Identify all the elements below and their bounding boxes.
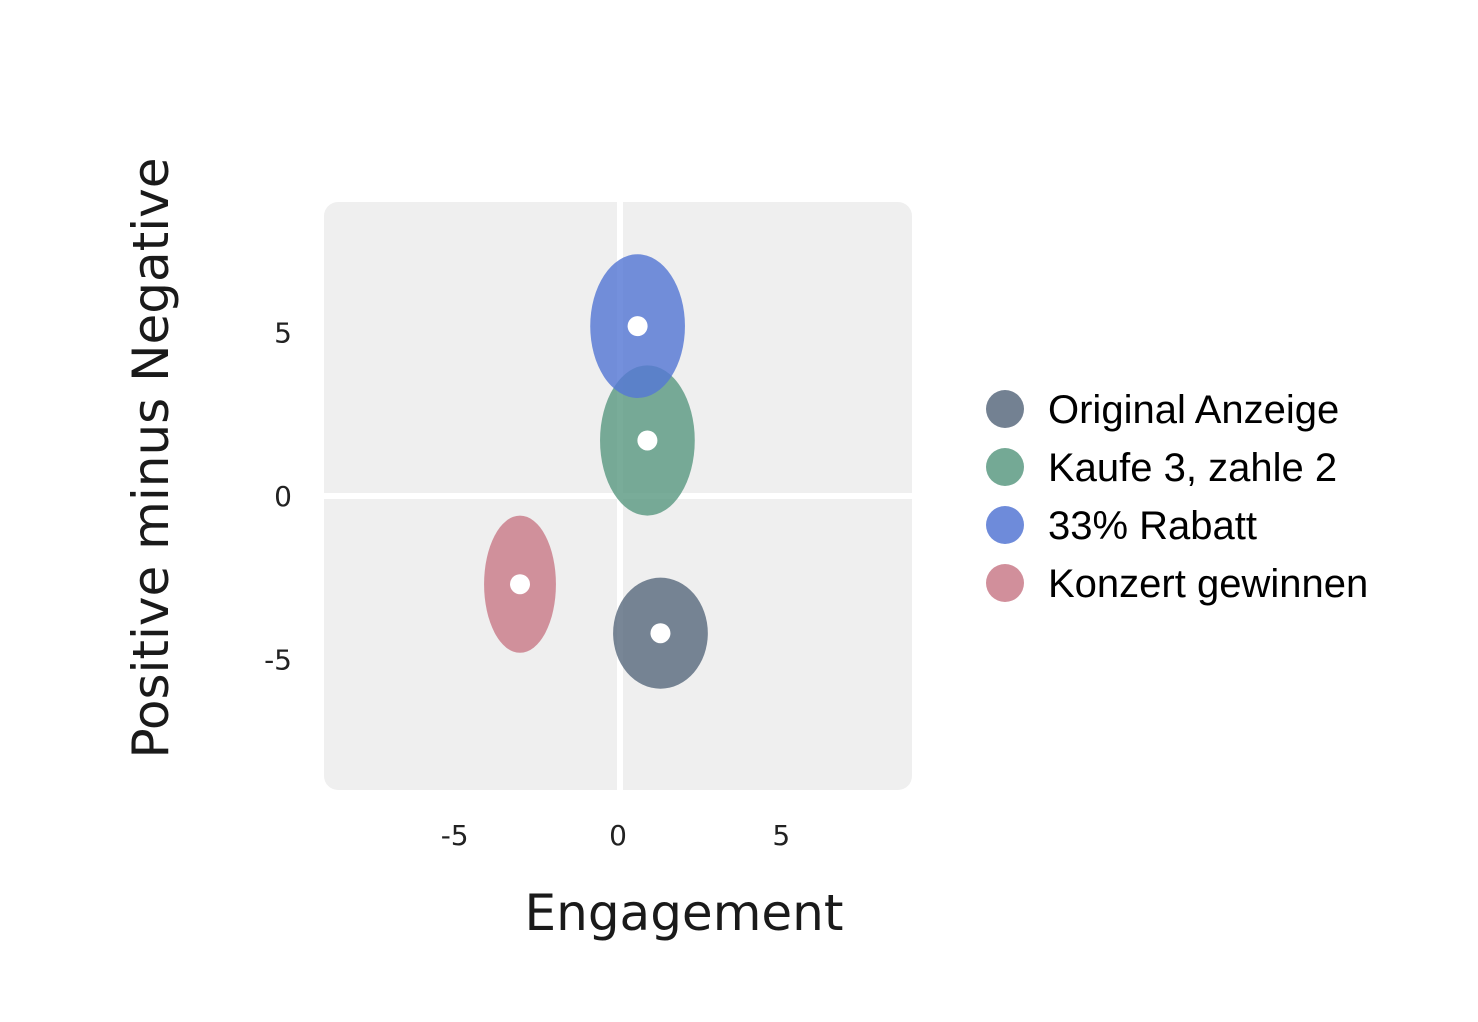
x-axis-ticks: -5 0 5 [441, 819, 791, 852]
y-tick-label: 0 [274, 480, 292, 513]
legend-label: 33% Rabatt [1048, 504, 1257, 548]
legend-swatch [986, 564, 1024, 602]
mean-point [627, 316, 648, 337]
legend-swatch [986, 390, 1024, 428]
legend-label: Kaufe 3, zahle 2 [1048, 446, 1337, 490]
legend-item: Kaufe 3, zahle 2 [986, 446, 1337, 490]
legend: Original Anzeige Kaufe 3, zahle 2 33% Raba… [986, 388, 1368, 606]
y-tick-label: 5 [274, 317, 292, 350]
series-3 [484, 515, 556, 653]
legend-swatch [986, 448, 1024, 486]
data-marks [484, 254, 708, 689]
mean-point [637, 430, 658, 451]
legend-item: Original Anzeige [986, 388, 1339, 432]
y-axis-ticks: 5 0 -5 [264, 317, 292, 677]
series-2 [590, 254, 685, 398]
legend-item: Konzert gewinnen [986, 562, 1368, 606]
x-tick-label: -5 [441, 819, 469, 852]
x-tick-label: 0 [609, 819, 627, 852]
y-axis-title: Positive minus Negative [122, 158, 180, 759]
legend-swatch [986, 506, 1024, 544]
legend-label: Original Anzeige [1048, 388, 1339, 432]
legend-label: Konzert gewinnen [1048, 562, 1368, 606]
series-1 [600, 365, 695, 516]
mean-point [650, 623, 671, 644]
x-axis-title: Engagement [525, 884, 844, 942]
series-0 [613, 577, 708, 689]
y-tick-label: -5 [264, 643, 292, 676]
mean-point [510, 574, 530, 595]
x-tick-label: 5 [772, 819, 790, 852]
legend-item: 33% Rabatt [986, 504, 1257, 548]
